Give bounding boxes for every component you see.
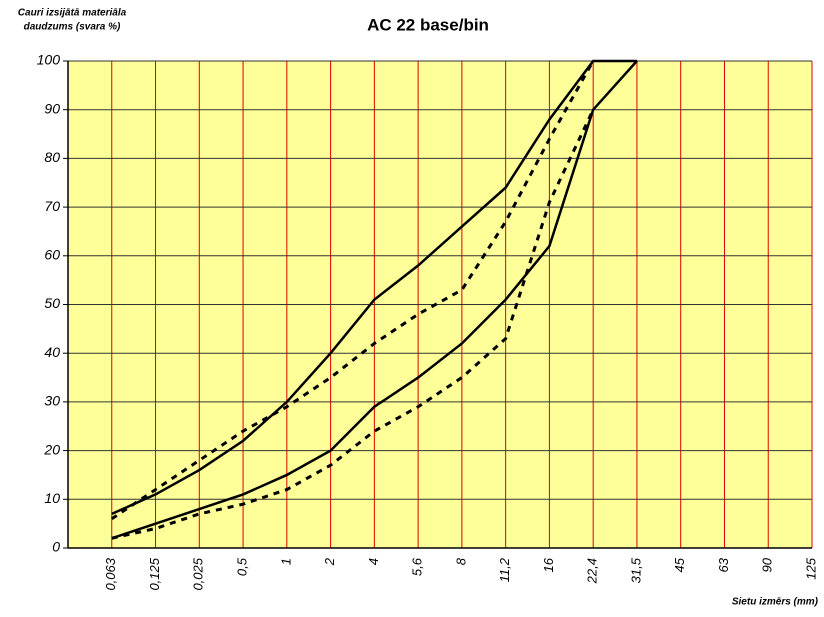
- x-tick-label: 90: [760, 557, 775, 572]
- y-tick-label: 10: [44, 490, 60, 506]
- x-tick-label: 63: [716, 557, 731, 572]
- chart-title: AC 22 base/bin: [367, 15, 489, 34]
- series-line: [111, 60, 638, 540]
- x-tick-label: 31,5: [628, 557, 643, 583]
- x-tick-label: 0,125: [147, 557, 162, 590]
- y-tick-label: 50: [44, 295, 60, 311]
- series-line: [111, 109, 595, 540]
- x-tick-label: 45: [672, 557, 687, 572]
- x-tick-label: 0,025: [191, 557, 206, 590]
- x-tick-label: 8: [453, 557, 468, 565]
- y-tick-label: 90: [44, 100, 60, 116]
- x-tick-label: 0,5: [234, 557, 249, 576]
- y-tick-label: 0: [52, 539, 60, 555]
- x-tick-label: 0,063: [103, 557, 118, 590]
- series-line: [110, 60, 595, 521]
- y-tick-label: 100: [37, 52, 61, 68]
- x-tick-label: 125: [803, 557, 818, 579]
- x-tick-label: 5,6: [410, 557, 425, 576]
- x-tick-label: 16: [541, 557, 556, 572]
- y-tick-label: 20: [43, 441, 60, 457]
- series-line: [111, 59, 637, 516]
- y-tick-label: 80: [44, 149, 60, 165]
- x-tick-label: 4: [366, 558, 381, 565]
- x-tick-label: 11,2: [497, 557, 512, 582]
- y-tick-label: 30: [44, 393, 60, 409]
- y-tick-label: 70: [44, 198, 60, 214]
- x-axis-label: Sietu izmērs (mm): [732, 597, 819, 608]
- x-tick-label: 22,4: [585, 558, 600, 584]
- y-axis-label: daudzums (svara %): [24, 22, 121, 33]
- y-tick-label: 60: [44, 247, 60, 263]
- y-axis-label: Cauri izsijātā materiāla: [18, 8, 127, 19]
- x-tick-label: 2: [322, 557, 337, 566]
- y-tick-label: 40: [44, 344, 60, 360]
- x-tick-label: 1: [278, 558, 293, 565]
